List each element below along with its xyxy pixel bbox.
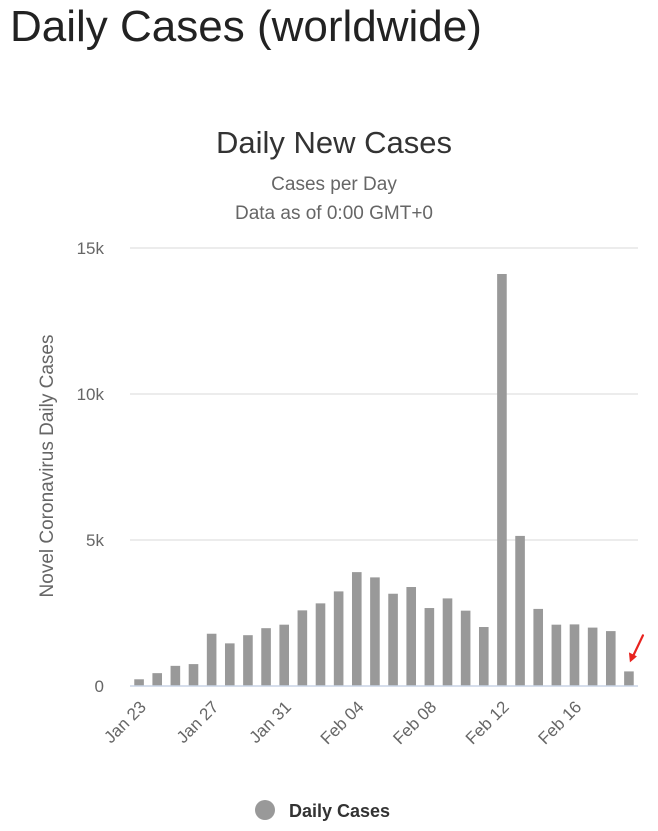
- x-tick-label: Feb 04: [317, 697, 368, 748]
- bar-feb-04[interactable]: [351, 572, 362, 686]
- chart-title: Daily New Cases: [216, 125, 452, 160]
- bar-feb-17[interactable]: [587, 627, 598, 686]
- bar-feb-02[interactable]: [315, 603, 326, 686]
- bar-feb-07[interactable]: [406, 587, 417, 686]
- bar-feb-12[interactable]: [497, 273, 507, 686]
- x-tick-label: Jan 27: [173, 697, 223, 747]
- bar-feb-01[interactable]: [297, 610, 308, 686]
- x-tick-label: Feb 12: [462, 697, 513, 748]
- bar-jan-31[interactable]: [279, 624, 290, 686]
- y-tick-label: 10k: [77, 385, 105, 404]
- legend-marker-daily-cases[interactable]: [255, 800, 275, 820]
- bar-feb-10[interactable]: [460, 610, 471, 686]
- chart-subtitle-line-1: Cases per Day: [271, 174, 397, 195]
- gridlines: [130, 247, 638, 541]
- y-tick-label: 5k: [86, 531, 104, 550]
- bar-feb-19[interactable]: [624, 671, 634, 686]
- bar-jan-24[interactable]: [152, 673, 163, 686]
- bar-feb-15[interactable]: [551, 624, 562, 686]
- x-tick-label: Jan 31: [245, 697, 295, 747]
- bar-feb-11[interactable]: [478, 627, 489, 686]
- annotations: [628, 634, 645, 663]
- bar-series-daily-cases[interactable]: [134, 273, 634, 686]
- bar-feb-16[interactable]: [569, 624, 580, 686]
- bar-feb-14[interactable]: [533, 608, 544, 686]
- bar-jan-26[interactable]: [188, 664, 199, 686]
- chart-subtitle-line-2: Data as of 0:00 GMT+0: [235, 203, 433, 224]
- bar-jan-25[interactable]: [170, 665, 181, 686]
- annotation-arrow: [628, 634, 645, 663]
- bar-jan-23[interactable]: [134, 679, 144, 686]
- x-tick-label: Feb 16: [534, 697, 585, 748]
- bar-jan-28[interactable]: [224, 643, 235, 686]
- bar-feb-08[interactable]: [424, 608, 435, 686]
- bar-feb-06[interactable]: [388, 593, 398, 686]
- legend[interactable]: Daily Cases: [255, 800, 390, 821]
- bar-feb-13[interactable]: [515, 535, 525, 686]
- x-tick-label: Feb 08: [389, 697, 440, 748]
- annotation-arrow-shaft: [631, 634, 645, 658]
- y-tick-labels: 0 5k 10k 15k: [77, 239, 105, 696]
- bar-feb-03[interactable]: [333, 591, 344, 686]
- bar-feb-09[interactable]: [442, 598, 453, 686]
- y-tick-label: 15k: [77, 239, 105, 258]
- bar-jan-27[interactable]: [206, 633, 217, 686]
- page-heading: Daily Cases (worldwide): [10, 2, 482, 51]
- y-axis-label: Novel Coronavirus Daily Cases: [37, 335, 58, 598]
- bar-jan-29[interactable]: [243, 635, 253, 686]
- x-tick-labels: Jan 23 Jan 27 Jan 31 Feb 04 Feb 08 Feb 12 Feb …: [100, 697, 585, 748]
- bar-feb-18[interactable]: [605, 631, 616, 686]
- annotation-arrow-head: [628, 652, 637, 663]
- y-tick-label: 0: [95, 677, 104, 696]
- bar-feb-05[interactable]: [370, 577, 380, 686]
- legend-label-daily-cases[interactable]: Daily Cases: [289, 801, 390, 821]
- bar-jan-30[interactable]: [261, 628, 271, 686]
- x-tick-label: Jan 23: [100, 697, 150, 747]
